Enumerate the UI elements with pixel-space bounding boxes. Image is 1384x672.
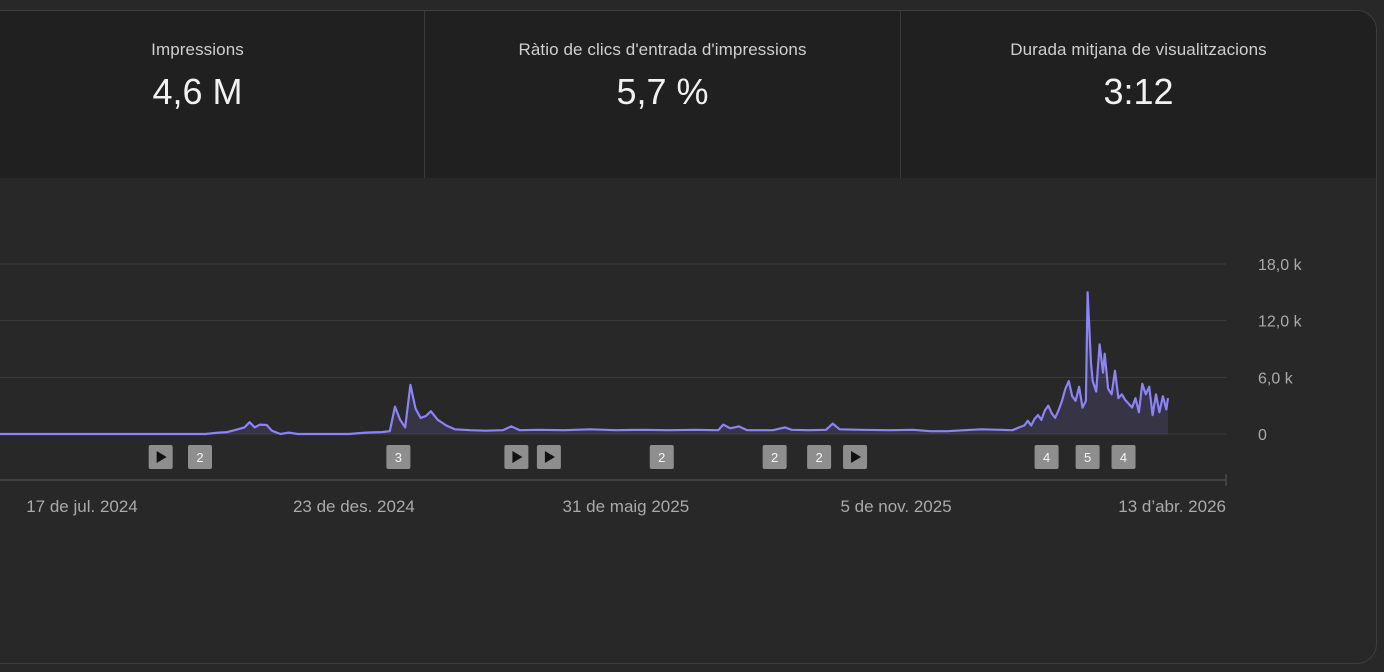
play-icon bbox=[544, 451, 555, 463]
marker-count: 2 bbox=[196, 450, 203, 465]
grid-lines bbox=[0, 263, 1226, 435]
y-tick-label: 18,0 k bbox=[1258, 257, 1303, 274]
stat-label: Impressions bbox=[151, 40, 244, 59]
marker-box bbox=[188, 445, 213, 469]
stat-value: 4,6 M bbox=[152, 71, 243, 112]
video-count-marker[interactable]: 5 bbox=[1075, 445, 1100, 469]
stat-label: Ràtio de clics d'entrada d'impressions bbox=[518, 40, 807, 59]
video-count-marker[interactable]: 3 bbox=[386, 445, 411, 469]
video-count-marker[interactable]: 2 bbox=[188, 445, 213, 469]
marker-count: 2 bbox=[771, 450, 778, 465]
video-count-marker[interactable]: 4 bbox=[1111, 445, 1136, 469]
play-icon bbox=[156, 451, 167, 463]
video-marker[interactable] bbox=[536, 445, 561, 469]
y-tick-label: 6,0 k bbox=[1258, 370, 1294, 387]
marker-count: 4 bbox=[1120, 450, 1127, 465]
x-tick-label: 17 de jul. 2024 bbox=[26, 497, 138, 516]
marker-count: 2 bbox=[658, 450, 665, 465]
video-count-marker[interactable]: 2 bbox=[762, 445, 787, 469]
marker-box bbox=[1111, 445, 1136, 469]
stat-avg-view-duration[interactable]: Durada mitjana de visualitzacions 3:12 bbox=[901, 11, 1376, 178]
annotation-markers[interactable]: 2 3 2 2 2 4 5 4 bbox=[148, 445, 1136, 469]
series-area bbox=[0, 292, 1168, 434]
series-line bbox=[0, 291, 1170, 436]
marker-count: 5 bbox=[1084, 450, 1091, 465]
stat-divider bbox=[900, 11, 901, 178]
video-marker[interactable] bbox=[843, 445, 868, 469]
play-icon bbox=[851, 451, 862, 463]
stat-impressions[interactable]: Impressions 4,6 M bbox=[0, 11, 424, 178]
x-tick-label: 23 de des. 2024 bbox=[293, 497, 415, 516]
stat-value: 3:12 bbox=[1103, 71, 1174, 112]
marker-box bbox=[1075, 445, 1100, 469]
x-tick-label: 31 de maig 2025 bbox=[563, 497, 690, 516]
x-tick-label: 13 d’abr. 2026 bbox=[1118, 497, 1226, 516]
video-count-marker[interactable]: 2 bbox=[649, 445, 674, 469]
marker-count: 3 bbox=[395, 450, 402, 465]
marker-box bbox=[762, 445, 787, 469]
y-axis-labels: 18,0 k 12,0 k 6,0 k 0 bbox=[1258, 257, 1303, 444]
stat-value: 5,7 % bbox=[616, 71, 709, 112]
stat-impressions-ctr[interactable]: Ràtio de clics d'entrada d'impressions 5… bbox=[425, 11, 900, 178]
video-marker[interactable] bbox=[148, 445, 173, 469]
marker-box bbox=[649, 445, 674, 469]
series-layer bbox=[0, 291, 1170, 436]
marker-count: 4 bbox=[1043, 450, 1050, 465]
stats-bar: Impressions 4,6 M Ràtio de clics d'entra… bbox=[0, 11, 1376, 178]
stat-divider bbox=[424, 11, 425, 178]
video-count-marker[interactable]: 4 bbox=[1034, 445, 1059, 469]
x-tick-label: 5 de nov. 2025 bbox=[840, 497, 951, 516]
video-count-marker[interactable]: 2 bbox=[807, 445, 832, 469]
y-tick-label: 0 bbox=[1258, 427, 1267, 444]
marker-count: 2 bbox=[815, 450, 822, 465]
marker-box bbox=[807, 445, 832, 469]
x-axis: 17 de jul. 2024 23 de des. 2024 31 de maig… bbox=[0, 474, 1227, 516]
stat-label: Durada mitjana de visualitzacions bbox=[1010, 40, 1267, 59]
analytics-panel: Impressions 4,6 M Ràtio de clics d'entra… bbox=[0, 10, 1377, 664]
marker-box bbox=[1034, 445, 1059, 469]
y-tick-label: 12,0 k bbox=[1258, 314, 1303, 331]
marker-box bbox=[386, 445, 411, 469]
play-icon bbox=[512, 451, 523, 463]
video-marker[interactable] bbox=[504, 445, 529, 469]
